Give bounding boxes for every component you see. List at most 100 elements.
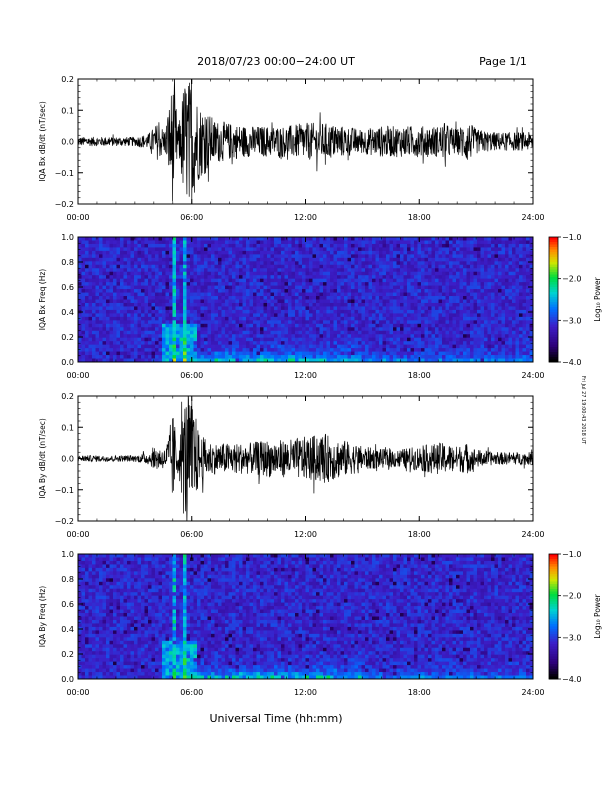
spectrogram-cell <box>292 240 296 244</box>
spectrogram-cell <box>442 352 446 356</box>
spectrogram-cell <box>463 313 467 317</box>
spectrogram-cell <box>134 286 138 290</box>
spectrogram-cell <box>145 300 149 304</box>
spectrogram-cell <box>379 272 383 276</box>
spectrogram-cell <box>477 345 481 349</box>
spectrogram-cell <box>481 303 485 307</box>
spectrogram-cell <box>323 300 327 304</box>
spectrogram-cell <box>344 345 348 349</box>
spectrogram-cell <box>386 306 390 310</box>
spectrogram-cell <box>267 293 271 297</box>
spectrogram-cell <box>267 275 271 279</box>
spectrogram-cell <box>316 317 320 321</box>
spectrogram-cell <box>435 317 439 321</box>
spectrogram-cell <box>358 244 362 248</box>
spectrogram-cell <box>320 355 324 359</box>
spectrogram-cell <box>463 334 467 338</box>
spectrogram-cell <box>218 345 222 349</box>
spectrogram-cell <box>257 334 261 338</box>
spectrogram-cell <box>323 306 327 310</box>
spectrogram-cell <box>365 348 369 352</box>
spectrogram-cell <box>274 265 278 269</box>
spectrogram-cell <box>302 310 306 314</box>
spectrogram-cell <box>267 320 271 324</box>
spectrogram-cell <box>183 296 187 300</box>
spectrogram-cell <box>274 237 278 241</box>
spectrogram-cell <box>313 272 317 276</box>
spectrogram-cell <box>281 317 285 321</box>
spectrogram-cell <box>222 286 226 290</box>
spectrogram-cell <box>481 275 485 279</box>
spectrogram-cell <box>355 352 359 356</box>
spectrogram-cell <box>449 341 453 345</box>
spectrogram-cell <box>467 268 471 272</box>
spectrogram-cell <box>376 251 380 255</box>
spectrogram-cell <box>341 272 345 276</box>
spectrogram-cell <box>215 289 219 293</box>
spectrogram-cell <box>491 306 495 310</box>
spectrogram-cell <box>257 303 261 307</box>
spectrogram-cell <box>376 324 380 328</box>
spectrogram-cell <box>334 320 338 324</box>
spectrogram-cell <box>404 341 408 345</box>
spectrogram-cell <box>372 300 376 304</box>
spectrogram-cell <box>526 341 530 345</box>
spectrogram-cell <box>141 265 145 269</box>
spectrogram-cell <box>358 237 362 241</box>
spectrogram-cell <box>120 341 124 345</box>
spectrogram-cell <box>285 289 289 293</box>
spectrogram-cell <box>390 324 394 328</box>
spectrogram-cell <box>344 306 348 310</box>
spectrogram-cell <box>239 296 243 300</box>
spectrogram-cell <box>218 348 222 352</box>
spectrogram-cell <box>190 345 194 349</box>
spectrogram-cell <box>355 306 359 310</box>
spectrogram-cell <box>456 320 460 324</box>
spectrogram-cell <box>145 324 149 328</box>
spectrogram-cell <box>138 317 142 321</box>
spectrogram-cell <box>365 251 369 255</box>
spectrogram-cell <box>187 272 191 276</box>
spectrogram-cell <box>404 296 408 300</box>
spectrogram-cell <box>173 338 177 342</box>
spectrogram-cell <box>236 282 240 286</box>
spectrogram-cell <box>376 306 380 310</box>
spectrogram-cell <box>519 279 523 283</box>
spectrogram-cell <box>495 244 499 248</box>
spectrogram-cell <box>229 334 233 338</box>
spectrogram-cell <box>197 265 201 269</box>
spectrogram-cell <box>481 251 485 255</box>
spectrogram-cell <box>187 293 191 297</box>
spectrogram-cell <box>243 279 247 283</box>
spectrogram-cell <box>470 254 474 258</box>
spectrogram-cell <box>519 327 523 331</box>
spectrogram-cell <box>425 268 429 272</box>
spectrogram-cell <box>460 261 464 265</box>
spectrogram-cell <box>484 324 488 328</box>
spectrogram-cell <box>320 300 324 304</box>
spectrogram-cell <box>327 300 331 304</box>
spectrogram-cell <box>362 258 366 262</box>
spectrogram-cell <box>113 352 117 356</box>
spectrogram-cell <box>225 303 229 307</box>
spectrogram-cell <box>463 345 467 349</box>
spectrogram-cell <box>460 303 464 307</box>
spectrogram-cell <box>169 313 173 317</box>
spectrogram-cell <box>449 251 453 255</box>
spectrogram-cell <box>183 254 187 258</box>
spectrogram-cell <box>421 348 425 352</box>
spectrogram-cell <box>120 313 124 317</box>
spectrogram-cell <box>425 338 429 342</box>
spectrogram-cell <box>201 352 205 356</box>
spectrogram-cell <box>96 334 100 338</box>
spectrogram-cell <box>383 272 387 276</box>
spectrogram-cell <box>180 320 184 324</box>
spectrogram-cell <box>523 237 527 241</box>
spectrogram-cell <box>495 355 499 359</box>
spectrogram-cell <box>92 251 96 255</box>
spectrogram-cell <box>173 272 177 276</box>
spectrogram-cell <box>407 251 411 255</box>
spectrogram-cell <box>285 317 289 321</box>
spectrogram-cell <box>194 313 198 317</box>
spectrogram-cell <box>519 258 523 262</box>
